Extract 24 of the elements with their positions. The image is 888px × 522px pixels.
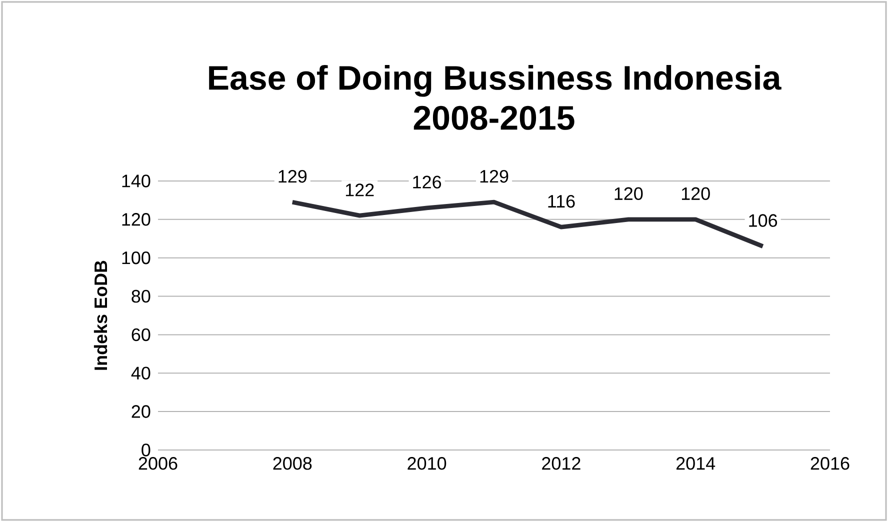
data-label: 129 — [480, 170, 508, 183]
y-tick-label: 20 — [132, 405, 150, 418]
data-label: 129 — [278, 170, 307, 183]
y-tick-label: 120 — [122, 213, 150, 226]
y-tick-label: 40 — [131, 366, 150, 380]
y-tick-label: 80 — [132, 290, 150, 303]
y-tick-label: 140 — [122, 174, 150, 188]
x-tick-label: 2014 — [676, 457, 716, 470]
data-label: 106 — [749, 214, 778, 227]
x-tick-label: 2006 — [138, 457, 178, 470]
data-label: 120 — [682, 187, 710, 200]
x-tick-label: 2010 — [408, 457, 446, 470]
y-axis-title: Indeks EoDB — [94, 260, 108, 370]
data-label: 120 — [614, 187, 643, 200]
chart-title: Ease of Doing Bussiness Indonesia 2008-2015 — [209, 64, 782, 130]
x-tick-label: 2008 — [273, 457, 312, 470]
data-label: 126 — [413, 176, 442, 188]
y-tick-label: 0 — [142, 444, 150, 456]
x-tick-label: 2012 — [542, 457, 580, 470]
data-label: 116 — [548, 194, 575, 208]
y-tick-label: 60 — [132, 328, 150, 342]
x-tick-label: 2016 — [810, 457, 850, 470]
data-label: 122 — [346, 184, 374, 196]
y-tick-label: 100 — [122, 251, 150, 264]
